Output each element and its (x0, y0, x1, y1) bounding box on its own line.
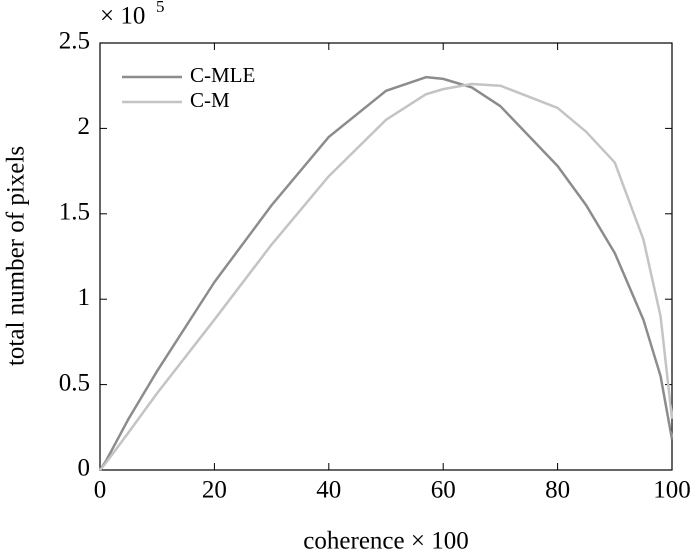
x-tick-label: 40 (316, 477, 341, 504)
legend-label: C-M (190, 88, 230, 112)
y-multiplier-exponent: 5 (156, 0, 165, 16)
line-series (99, 82, 674, 471)
legend-label: C-MLE (190, 63, 255, 87)
y-multiplier: × 10 (100, 3, 145, 30)
x-tick-label: 100 (653, 477, 691, 504)
x-axis-label: coherence × 100 (303, 528, 468, 555)
x-tick-label: 20 (202, 477, 227, 504)
y-axis-label: total number of pixels (3, 146, 30, 366)
y-tick-label: 0.5 (59, 369, 90, 396)
x-tick-label: 80 (545, 477, 570, 504)
x-tick-label: 0 (94, 477, 107, 504)
x-tick-label: 60 (431, 477, 456, 504)
line-series (98, 75, 674, 471)
y-tick-label: 0 (78, 455, 91, 482)
y-tick-label: 1 (78, 284, 91, 311)
y-tick-label: 2 (78, 113, 91, 140)
plot-frame (99, 42, 673, 471)
y-tick-label: 2.5 (59, 28, 90, 55)
y-tick-label: 1.5 (59, 199, 90, 226)
